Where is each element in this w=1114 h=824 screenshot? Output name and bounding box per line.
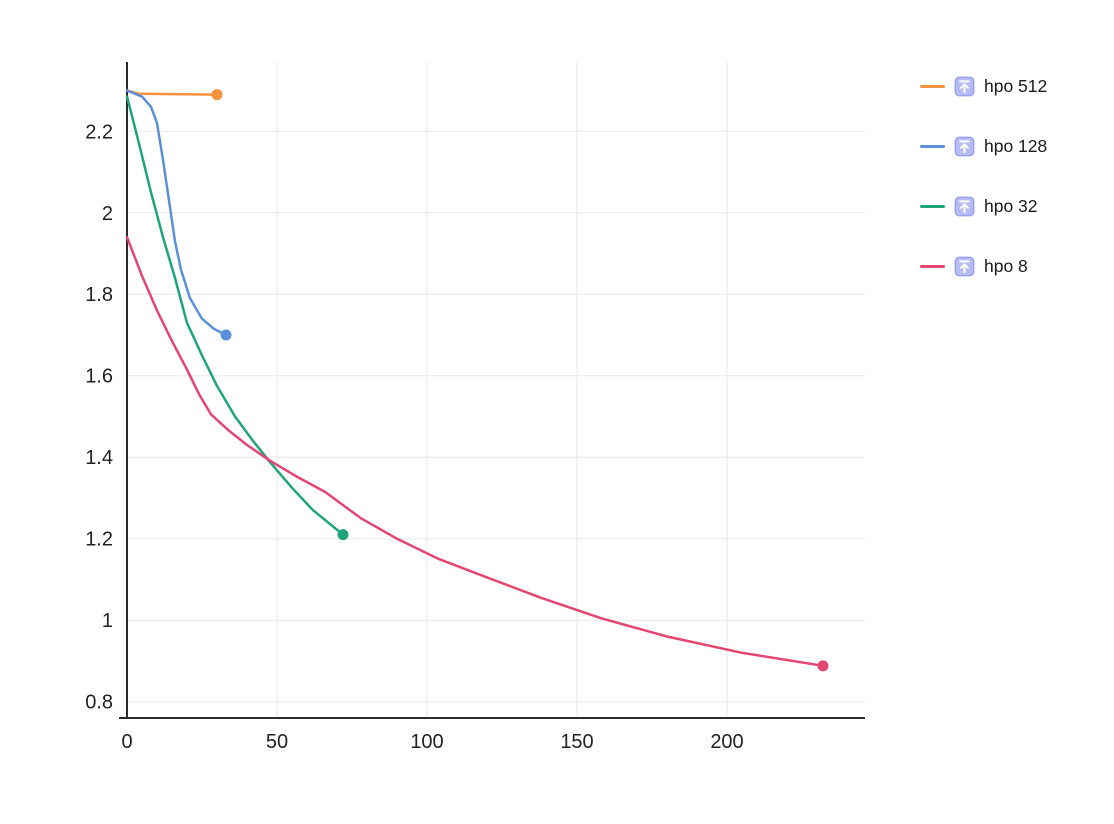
x-tick-label: 100 — [410, 731, 443, 753]
y-tick-label: 1.6 — [85, 366, 113, 388]
series-endpoint-hpo-8 — [817, 660, 829, 672]
x-tick-label: 150 — [560, 731, 593, 753]
legend-item-hpo-8[interactable]: hpo 8 — [920, 254, 1047, 278]
gridlines — [127, 62, 865, 718]
series-endpoint-hpo-32 — [337, 529, 349, 541]
series-line-hpo-512 — [125, 89, 219, 96]
legend-line-swatch — [920, 144, 945, 148]
series-lines — [125, 89, 829, 672]
run-upload-icon — [954, 256, 975, 277]
y-tick-label: 1.8 — [85, 284, 113, 306]
series-line-hpo-32 — [125, 95, 345, 536]
legend-label: hpo 128 — [984, 135, 1048, 156]
legend-label: hpo 8 — [984, 255, 1028, 276]
legend-item-hpo-128[interactable]: hpo 128 — [920, 134, 1047, 158]
series-line-hpo-8 — [125, 235, 825, 668]
legend-label: hpo 512 — [984, 75, 1048, 96]
legend-item-hpo-32[interactable]: hpo 32 — [920, 194, 1047, 218]
line-chart-plot: 0.8 1 1.2 1.4 1.6 1.8 2 2.2 0 50 100 150 200 — [85, 62, 865, 753]
x-tick-label: 200 — [710, 731, 743, 753]
y-tick-label: 1.4 — [85, 447, 113, 469]
run-upload-icon — [954, 76, 975, 97]
axes — [119, 62, 865, 719]
series-endpoint-hpo-128 — [220, 329, 232, 341]
y-tick-label: 2 — [102, 203, 113, 225]
chart-legend: hpo 512 hpo 128 hpo 32 hpo 8 — [920, 74, 1047, 314]
legend-line-swatch — [920, 84, 945, 88]
run-upload-icon — [954, 196, 975, 217]
y-tick-label: 1.2 — [85, 529, 113, 551]
x-tick-label: 50 — [266, 731, 288, 753]
legend-line-swatch — [920, 204, 945, 208]
series-line-hpo-128 — [125, 89, 228, 337]
series-endpoint-hpo-512 — [211, 89, 223, 101]
y-tick-label: 2.2 — [85, 121, 113, 143]
y-tick-label: 1 — [102, 610, 113, 632]
tick-labels: 0.8 1 1.2 1.4 1.6 1.8 2 2.2 0 50 100 150 200 — [85, 121, 744, 753]
legend-label: hpo 32 — [984, 195, 1038, 216]
legend-line-swatch — [920, 264, 945, 268]
x-tick-label: 0 — [121, 731, 132, 753]
legend-item-hpo-512[interactable]: hpo 512 — [920, 74, 1047, 98]
y-tick-label: 0.8 — [85, 692, 113, 714]
run-upload-icon — [954, 136, 975, 157]
